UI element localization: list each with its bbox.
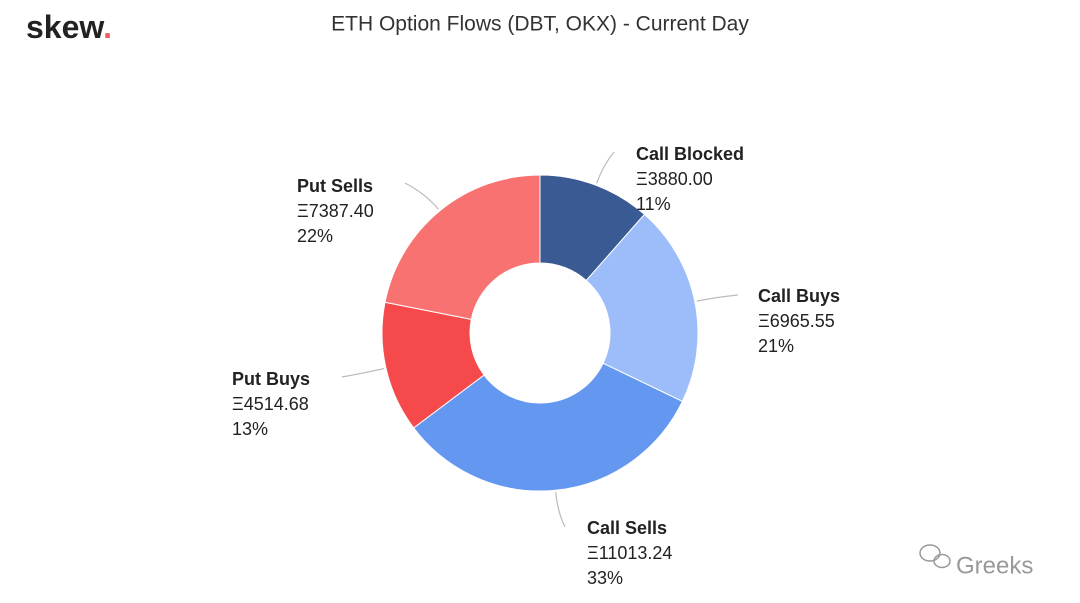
brand-name: skew: [26, 9, 104, 45]
chart-title: ETH Option Flows (DBT, OKX) - Current Da…: [331, 13, 749, 36]
leader-line: [696, 294, 739, 302]
leader-line: [341, 367, 385, 378]
slice-label: Call Buys: [758, 286, 840, 306]
leader-line: [595, 151, 615, 184]
slice: [384, 174, 541, 320]
watermark: Greeks: [956, 552, 1033, 579]
slice-percent: 22%: [297, 226, 333, 246]
slice-percent: 11%: [636, 194, 671, 214]
slice-value: Ξ4514.68: [232, 394, 309, 414]
slice: [585, 213, 699, 403]
slice-label: Call Sells: [587, 518, 667, 538]
slice-label: Put Buys: [232, 369, 310, 389]
leader-line: [404, 182, 439, 210]
slice-label: Call Blocked: [636, 144, 744, 164]
slice-value: Ξ6965.55: [758, 311, 835, 331]
leader-line: [555, 492, 566, 528]
slice-value: Ξ3880.00: [636, 169, 713, 189]
slice-value: Ξ7387.40: [297, 201, 374, 221]
slice-percent: 13%: [232, 419, 268, 439]
brand-dot: .: [103, 9, 112, 45]
slice-percent: 33%: [587, 568, 623, 588]
watermark-icon: [919, 544, 951, 569]
slice: [412, 362, 684, 492]
slice-label: Put Sells: [297, 176, 373, 196]
slice-value: Ξ11013.24: [587, 543, 672, 563]
brand: skew.: [26, 9, 112, 45]
slice-percent: 21%: [758, 336, 794, 356]
